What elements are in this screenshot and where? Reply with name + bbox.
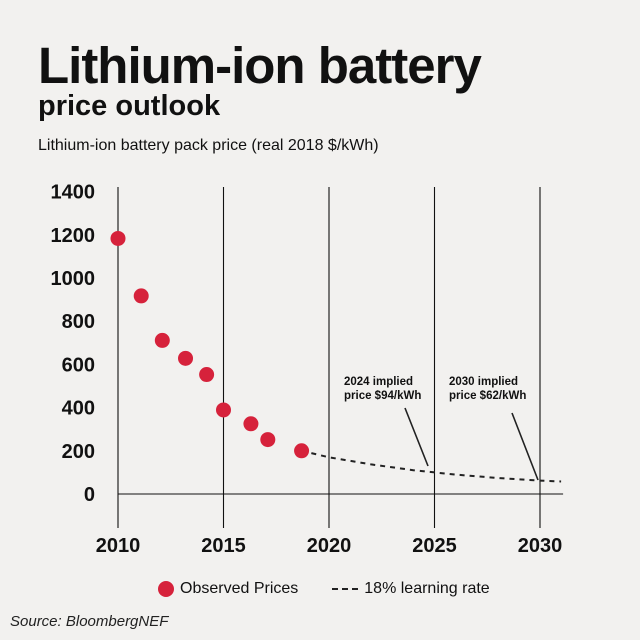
annotation-text: price $94/kWh (344, 390, 421, 402)
legend-trend-label: 18% learning rate (364, 580, 490, 597)
x-tick-label: 2020 (307, 535, 352, 557)
trend-line-learning-rate (301, 449, 562, 483)
y-tick-label: 800 (62, 311, 95, 333)
y-tick-label: 0 (84, 484, 95, 506)
y-tick-label: 400 (62, 398, 95, 420)
y-tick-label: 200 (62, 441, 95, 463)
annotation-leader-line (511, 412, 539, 481)
annotation-text: 2024 implied (344, 376, 413, 388)
legend: Observed Prices 18% learning rate (158, 580, 490, 598)
y-tick-label: 1000 (51, 268, 96, 290)
legend-dash-icon (332, 588, 359, 590)
observed-price-point (154, 332, 170, 348)
observed-price-point (260, 432, 276, 448)
observed-price-point (178, 350, 194, 366)
y-tick-label: 1400 (51, 182, 96, 204)
x-tick-label: 2015 (201, 535, 246, 557)
x-tick-label: 2030 (518, 535, 563, 557)
chart-subtitle: price outlook (38, 90, 221, 122)
chart-caption: Lithium-ion battery pack price (real 201… (38, 137, 379, 154)
observed-price-point (294, 443, 310, 459)
x-tick-label: 2025 (412, 535, 457, 557)
source-note: Source: BloombergNEF (10, 613, 169, 630)
y-tick-label: 1200 (51, 225, 96, 247)
legend-dot-icon (158, 581, 174, 597)
observed-price-point (110, 230, 126, 246)
annotation-leader-line (404, 407, 429, 467)
observed-price-point (133, 288, 149, 304)
chart-title: Lithium-ion battery (38, 37, 482, 94)
annotation-text: 2030 implied (449, 376, 518, 388)
annotation-text: price $62/kWh (449, 390, 526, 402)
observed-price-point (216, 402, 231, 418)
observed-price-point (199, 367, 215, 383)
x-tick-label: 2010 (96, 535, 141, 557)
observed-price-point (243, 416, 259, 432)
y-tick-label: 600 (62, 354, 95, 376)
legend-observed-label: Observed Prices (180, 580, 299, 597)
